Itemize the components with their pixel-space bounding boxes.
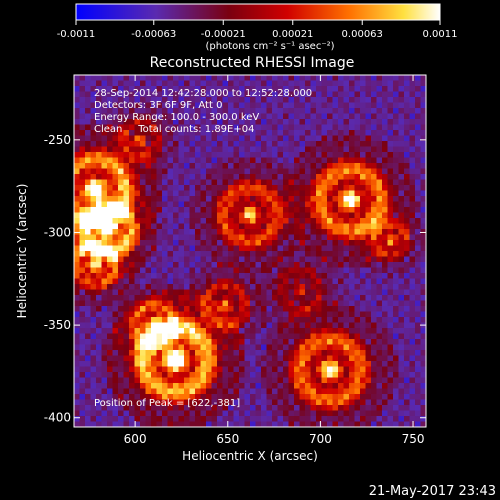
colorbar-tick-label: 0.00021	[272, 29, 313, 40]
annotation-detectors: Detectors: 3F 6F 9F, Att 0	[94, 100, 222, 111]
y-tick-label: -250	[44, 133, 71, 147]
colorbar-units: (photons cm⁻² s⁻¹ asec⁻²)	[205, 41, 334, 52]
chart-title: Reconstructed RHESSI Image	[150, 55, 355, 71]
plot-frame	[73, 74, 427, 428]
colorbar-ticks: -0.0011 -0.00063 -0.00021 0.00021 0.00063 0.0…	[57, 20, 458, 40]
colorbar-tick-label: 0.00063	[342, 29, 383, 40]
y-axis-ticks: -250 -300 -350 -400	[44, 133, 426, 425]
y-tick-label: -400	[44, 411, 71, 425]
heatmap-image	[74, 75, 427, 428]
footer-date: 21-May-2017 23:43	[369, 484, 496, 499]
x-tick-label: 650	[216, 432, 239, 446]
annotation-counts: Clean Total counts: 1.89E+04	[94, 124, 254, 135]
y-axis-label: Heliocentric Y (arcsec)	[15, 184, 29, 319]
y-tick-label: -300	[44, 225, 71, 239]
colorbar-tick-label: 0.0011	[423, 29, 458, 40]
annotation-block: 28-Sep-2014 12:42:28.000 to 12:52:28.000…	[94, 88, 312, 135]
peak-position-label: Position of Peak = [622,-381]	[94, 398, 240, 409]
x-axis-label: Heliocentric X (arcsec)	[182, 449, 318, 463]
x-tick-label: 700	[309, 432, 332, 446]
colorbar-tick-label: -0.0011	[57, 29, 96, 40]
colorbar	[75, 3, 441, 21]
annotation-energy: Energy Range: 100.0 - 300.0 keV	[94, 112, 259, 123]
annotation-time: 28-Sep-2014 12:42:28.000 to 12:52:28.000	[94, 88, 312, 99]
x-tick-label: 750	[402, 432, 425, 446]
x-axis-ticks: 600 650 700 750	[124, 75, 425, 446]
colorbar-tick-label: -0.00021	[201, 29, 246, 40]
x-tick-label: 600	[124, 432, 147, 446]
y-tick-label: -350	[44, 318, 71, 332]
colorbar-tick-label: -0.00063	[131, 29, 176, 40]
